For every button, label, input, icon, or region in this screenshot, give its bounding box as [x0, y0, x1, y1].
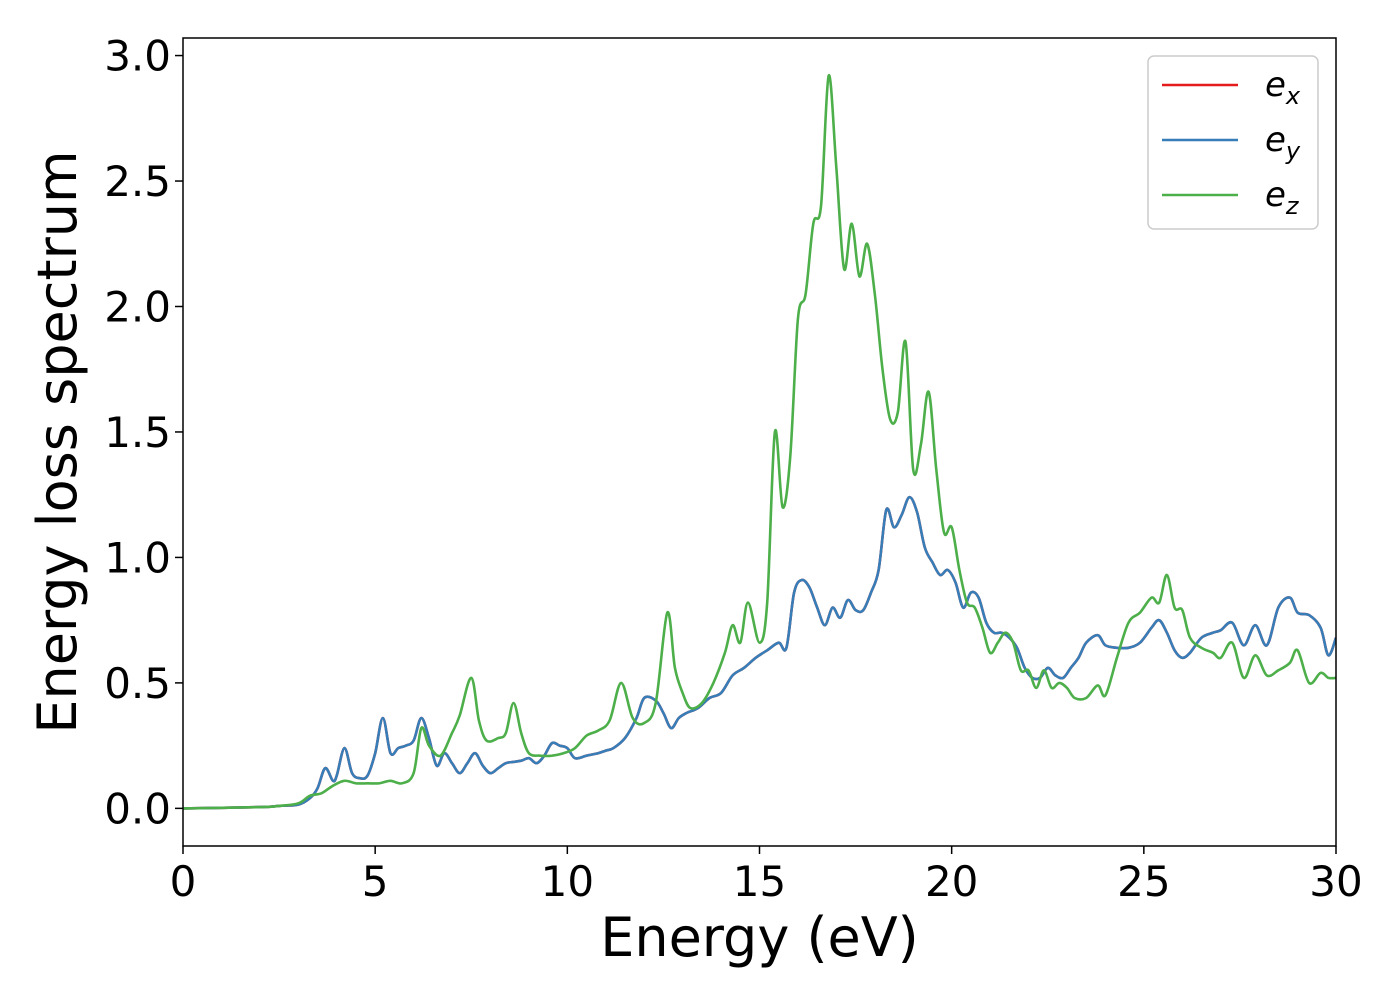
- legend-box: [1147, 55, 1319, 230]
- series-layer: [183, 74, 1336, 810]
- x-tick-label: 5: [362, 857, 389, 906]
- y-axis-label: Energy loss spectrum: [26, 150, 89, 733]
- x-tick-label: 15: [733, 857, 786, 906]
- x-tick-label: 30: [1309, 857, 1362, 906]
- x-tick-label: 10: [541, 857, 594, 906]
- y-axis-ticks: 0.0 0.5 1.0 1.5 2.0 2.5 3.0: [104, 32, 183, 833]
- legend-label-z: ez: [1265, 175, 1300, 220]
- x-tick-label: 25: [1117, 857, 1170, 906]
- x-axis-ticks: 0 5 10 15 20 25 30: [170, 846, 1363, 906]
- legend-label-y: ey: [1265, 120, 1301, 165]
- y-tick-label: 2.0: [104, 282, 171, 331]
- x-tick-label: 0: [170, 857, 197, 906]
- series-line-z: [183, 74, 1336, 810]
- y-tick-label: 1.5: [104, 408, 171, 457]
- y-tick-label: 2.5: [104, 157, 171, 206]
- legend: ex ey ez: [1147, 55, 1319, 230]
- series-line-y: [183, 495, 1336, 810]
- x-axis-label: Energy (eV): [600, 906, 919, 969]
- y-tick-label: 0.0: [104, 784, 171, 833]
- y-tick-label: 3.0: [104, 32, 171, 81]
- legend-label-x: ex: [1265, 65, 1301, 110]
- y-tick-label: 0.5: [104, 659, 171, 708]
- x-tick-label: 20: [925, 857, 978, 906]
- y-tick-label: 1.0: [104, 533, 171, 582]
